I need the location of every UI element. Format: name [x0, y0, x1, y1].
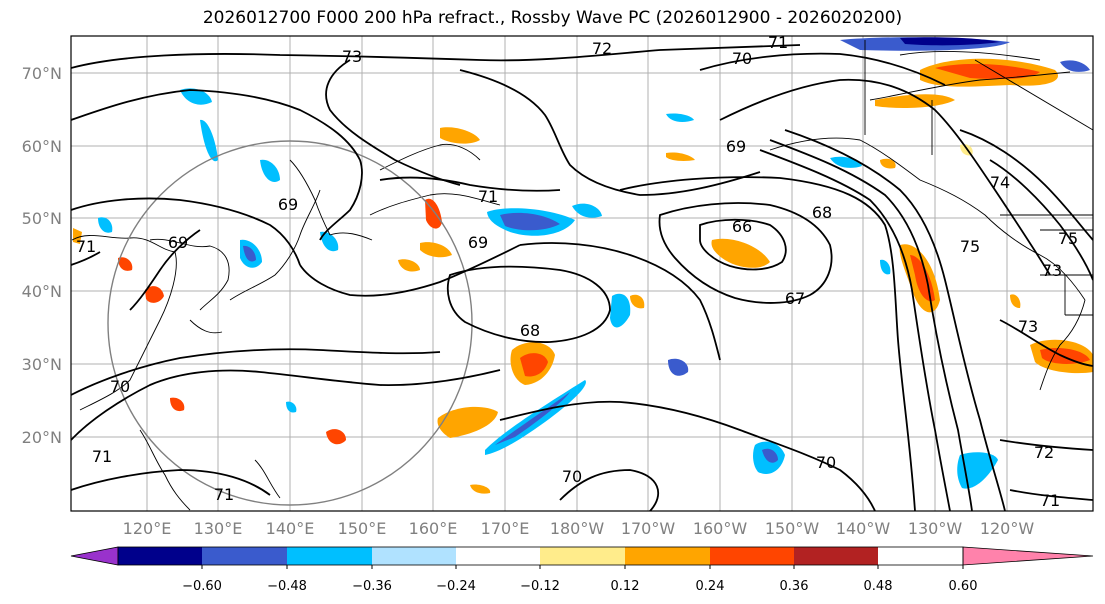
contour-label: 75: [1058, 229, 1078, 248]
lat-tick-label: 40°N: [22, 282, 62, 301]
contour-label: 73: [1042, 261, 1062, 280]
contour-label: 69: [168, 233, 188, 252]
contour-label: 70: [562, 467, 582, 486]
colorbar-swatch: [118, 547, 202, 565]
contour-label: 74: [990, 173, 1010, 192]
lat-tick-label: 30°N: [22, 355, 62, 374]
colorbar-tick-label: −0.36: [352, 579, 392, 594]
lat-tick-label: 20°N: [22, 428, 62, 447]
lon-tick-label: 150°W: [765, 519, 820, 538]
colorbar-swatch: [372, 547, 456, 565]
contour-label: 71: [478, 187, 498, 206]
map-title: 2026012700 F000 200 hPa refract., Rossby…: [202, 8, 903, 28]
colorbar-tick-label: −0.60: [182, 579, 222, 594]
lon-tick-label: 160°W: [693, 519, 748, 538]
contour-label: 70: [732, 49, 752, 68]
plot-area: [71, 36, 1093, 511]
lon-tick-label: 170°E: [481, 519, 530, 538]
contour-label: 72: [592, 39, 612, 58]
colorbar-tick-label: 0.12: [611, 579, 640, 594]
contour-labels: 73 72 71 70 69 69 69 69 71 66 68 67 68 7…: [76, 33, 1078, 510]
region-circle: [107, 140, 473, 506]
colorbar-swatch: [287, 547, 372, 565]
colorbar-tick-label: −0.12: [520, 579, 560, 594]
lon-tick-label: 120°E: [123, 519, 172, 538]
contour-label: 75: [960, 237, 980, 256]
lon-axis: 120°E 130°E 140°E 150°E 160°E 170°E 180°W 170°W…: [123, 519, 1035, 538]
colorbar-tick-label: −0.48: [267, 579, 307, 594]
lon-tick-label: 170°W: [621, 519, 676, 538]
lon-tick-label: 160°E: [409, 519, 458, 538]
lat-tick-label: 50°N: [22, 209, 62, 228]
contour-label: 70: [110, 377, 130, 396]
contour-label: 73: [342, 47, 362, 66]
contour-label: 72: [1034, 443, 1054, 462]
colorbar-extend-max: [962, 546, 1094, 566]
colorbar-tick-label: 0.24: [696, 579, 725, 594]
lat-tick-label: 60°N: [22, 137, 62, 156]
plot-frame: [70, 35, 1094, 512]
contour-label: 69: [278, 195, 298, 214]
contour-label: 71: [92, 447, 112, 466]
lat-tick-label: 70°N: [22, 64, 62, 83]
contour-label: 69: [468, 233, 488, 252]
colorbar-swatch: [456, 547, 540, 565]
lon-tick-label: 140°E: [266, 519, 315, 538]
contour-label: 71: [768, 33, 788, 52]
contour-label: 68: [520, 321, 540, 340]
contour-label: 73: [1018, 317, 1038, 336]
colorbar-tick-label: 0.36: [780, 579, 809, 594]
contour-label: 68: [812, 203, 832, 222]
colorbar-tick-label: 0.60: [949, 579, 978, 594]
lat-axis: 70°N 60°N 50°N 40°N 30°N 20°N: [22, 64, 62, 447]
contour-label: 71: [76, 237, 96, 256]
colorbar-swatch: [794, 547, 878, 565]
lon-tick-label: 140°W: [836, 519, 891, 538]
lon-tick-label: 150°E: [338, 519, 387, 538]
shaded-field: [73, 37, 1093, 494]
contour-label: 67: [785, 289, 805, 308]
contours: [71, 44, 1093, 511]
contour-label: 66: [732, 217, 752, 236]
lon-tick-label: 120°W: [980, 519, 1035, 538]
colorbar-swatch: [540, 547, 625, 565]
colorbar-swatch: [202, 547, 287, 565]
contour-label: 70: [816, 453, 836, 472]
contour-label: 71: [214, 485, 234, 504]
colorbar: −0.60 −0.48 −0.36 −0.24 −0.12 0.12 0.24 0.36 0.4…: [70, 546, 1094, 594]
coastlines: [71, 40, 1093, 511]
colorbar-tick-label: 0.48: [864, 579, 893, 594]
lon-tick-label: 180°W: [550, 519, 605, 538]
lon-tick-label: 130°E: [194, 519, 243, 538]
lon-tick-label: 130°W: [908, 519, 963, 538]
colorbar-swatch: [710, 547, 794, 565]
colorbar-tick-label: −0.24: [436, 579, 476, 594]
contour-label: 69: [726, 137, 746, 156]
colorbar-extend-min: [70, 546, 119, 566]
contour-label: 71: [1040, 491, 1060, 510]
colorbar-swatch: [625, 547, 710, 565]
